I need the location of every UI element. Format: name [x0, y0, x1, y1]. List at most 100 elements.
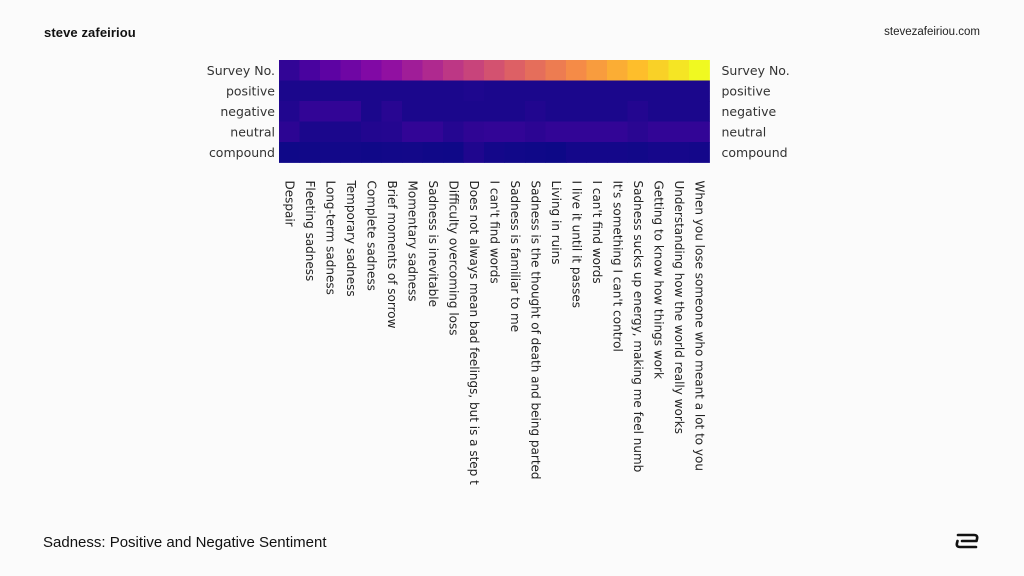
heatmap-cell [422, 60, 444, 81]
heatmap-cell [545, 60, 567, 81]
heatmap-cell [668, 121, 690, 143]
heatmap-cell [381, 121, 403, 143]
heatmap-cell [525, 80, 546, 102]
heatmap-cell [504, 60, 526, 81]
heatmap-cell [566, 80, 587, 102]
column-label: Sadness is inevitable [426, 181, 440, 307]
heatmap-cell [545, 142, 567, 163]
heatmap-cell [402, 142, 423, 163]
heatmap-cell [627, 80, 649, 102]
heatmap-cell [607, 142, 628, 163]
heatmap-cell [361, 121, 382, 143]
heatmap-cell [627, 60, 649, 81]
site-url[interactable]: stevezafeiriou.com [884, 26, 980, 38]
heatmap-cell [340, 80, 362, 102]
heatmap-cell [484, 142, 505, 163]
row-label-right: Survey No. [722, 63, 790, 78]
column-label: I can't find words [590, 181, 604, 284]
heatmap-cell [381, 80, 403, 102]
heatmap-cell [299, 80, 321, 102]
heatmap-cell [504, 80, 526, 102]
heatmap-cell [689, 101, 710, 122]
heatmap-cell [320, 142, 341, 163]
heatmap-cell [607, 121, 628, 143]
heatmap-cell [566, 121, 587, 143]
heatmap-cell [607, 101, 628, 122]
heatmap-cell [340, 60, 362, 81]
heatmap-cell [463, 142, 485, 163]
heatmap-cell [689, 121, 710, 143]
heatmap-cell [361, 142, 382, 163]
heatmap-cell [525, 60, 546, 81]
heatmap-cell [381, 60, 403, 81]
column-label: When you lose someone who meant a lot to… [692, 181, 706, 471]
heatmap-cell [279, 142, 300, 163]
heatmap-cell [279, 80, 300, 102]
row-label-left: Survey No. [207, 63, 275, 78]
row-label-right: neutral [722, 124, 767, 139]
heatmap-cell [525, 121, 546, 143]
heatmap-cell [299, 60, 321, 81]
heatmap-cell [648, 142, 669, 163]
heatmap-cell [525, 101, 546, 122]
heatmap-cell [340, 121, 362, 143]
heatmap-cell [668, 60, 690, 81]
column-label: It's something I can't control [610, 181, 624, 352]
brand-name: steve zafeiriou [44, 25, 136, 40]
heatmap-cell [586, 142, 608, 163]
heatmap-cell [320, 121, 341, 143]
heatmap-cell [504, 101, 526, 122]
column-label: Despair [282, 181, 296, 227]
heatmap-cell [443, 142, 464, 163]
heatmap-cell [361, 101, 382, 122]
heatmap-cell [361, 60, 382, 81]
heatmap-cell [648, 101, 669, 122]
heatmap-cell [463, 60, 485, 81]
heatmap-cell [648, 60, 669, 81]
heatmap-cell [443, 80, 464, 102]
heatmap-cell [381, 101, 403, 122]
column-label: Sadness is familiar to me [508, 181, 522, 333]
heatmap-cell [279, 101, 300, 122]
row-label-right: negative [722, 104, 777, 119]
heatmap-cell [648, 121, 669, 143]
heatmap-cell [545, 80, 567, 102]
heatmap-cell [340, 142, 362, 163]
row-label-left: neutral [230, 124, 275, 139]
heatmap-cell [566, 101, 587, 122]
heatmap-cell [566, 60, 587, 81]
heatmap-cell [381, 142, 403, 163]
heatmap-cell [668, 101, 690, 122]
heatmap-cell [443, 121, 464, 143]
heatmap-cell [361, 80, 382, 102]
s-logo-icon [955, 533, 979, 549]
heatmap-cell [402, 121, 423, 143]
heatmap-cell [484, 80, 505, 102]
heatmap-cell [320, 80, 341, 102]
column-label: Brief moments of sorrow [385, 181, 399, 329]
heatmap-cell [463, 121, 485, 143]
column-label: I can't find words [487, 181, 501, 284]
heatmap-cell [443, 60, 464, 81]
row-label-left: negative [220, 104, 275, 119]
column-label: Long-term sadness [323, 181, 337, 295]
heatmap-cell [422, 121, 444, 143]
heatmap-cell [586, 121, 608, 143]
heatmap-cell [320, 101, 341, 122]
column-label: Understanding how the world really works [672, 181, 686, 434]
heatmap-cell [463, 80, 485, 102]
heatmap-cell [607, 80, 628, 102]
heatmap-cell [689, 60, 710, 81]
heatmap-cell [525, 142, 546, 163]
heatmap-cell [463, 101, 485, 122]
heatmap-cell [586, 101, 608, 122]
heatmap-cell [484, 121, 505, 143]
column-label: Does not always mean bad feelings, but i… [467, 181, 481, 486]
heatmap-cell [607, 60, 628, 81]
heatmap-cell [443, 101, 464, 122]
heatmap-cell [545, 121, 567, 143]
heatmap-cell [279, 60, 300, 81]
column-label: Fleeting sadness [303, 181, 317, 282]
heatmap-cell [299, 142, 321, 163]
column-label: Sadness is the thought of death and bein… [528, 181, 542, 480]
